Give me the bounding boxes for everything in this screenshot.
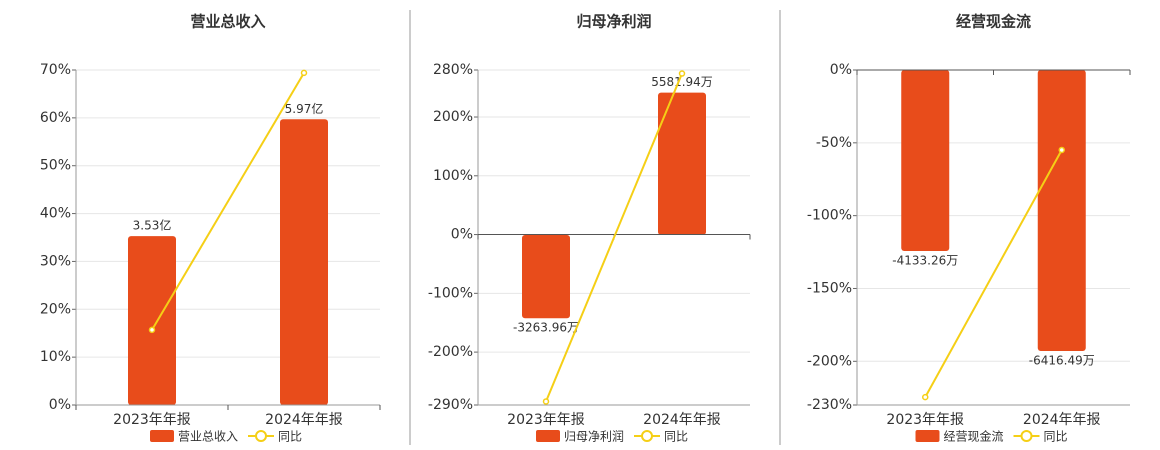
value-label: 5581.94万 <box>651 75 713 89</box>
line-point <box>300 69 308 77</box>
legend-swatch <box>915 430 940 442</box>
y-tick-label: -100% <box>807 208 852 224</box>
y-tick-label: 280% <box>433 62 473 78</box>
y-tick-label: -230% <box>807 397 852 413</box>
value-label: -4133.26万 <box>892 253 958 267</box>
legend-swatch <box>536 430 560 442</box>
y-tick-label: 0% <box>49 397 71 413</box>
x-tick-label: 2023年年报 <box>507 412 585 428</box>
y-tick-label: 40% <box>40 206 71 222</box>
value-label: 5.97亿 <box>285 101 324 116</box>
value-label: 3.53亿 <box>133 218 172 233</box>
value-label: -3263.96万 <box>513 321 579 335</box>
bar <box>280 119 328 406</box>
legend-label: 营业总收入 <box>178 430 238 444</box>
bar <box>901 70 950 251</box>
line-point <box>542 398 550 405</box>
legend-label: 归母净利润 <box>564 430 624 444</box>
legend-label: 同比 <box>278 430 302 444</box>
legend-label: 同比 <box>664 430 688 444</box>
y-tick-label: 0% <box>451 227 473 243</box>
value-label: -6416.49万 <box>1029 353 1095 367</box>
legend-label: 同比 <box>1044 430 1068 444</box>
line-point <box>922 393 929 401</box>
x-tick-label: 2023年年报 <box>113 412 191 428</box>
y-tick-label: 20% <box>40 301 71 317</box>
y-tick-label: 30% <box>40 253 71 269</box>
line-point <box>678 70 686 77</box>
y-tick-label: 60% <box>40 110 71 126</box>
y-tick-label: 0% <box>830 62 852 78</box>
x-tick-label: 2024年年报 <box>265 412 343 428</box>
y-tick-label: -200% <box>807 353 852 369</box>
y-tick-label: 10% <box>40 349 71 365</box>
legend-swatch <box>150 430 174 442</box>
chart-title: 归母净利润 <box>576 13 651 31</box>
legend-swatch <box>1020 430 1033 442</box>
line <box>151 72 305 331</box>
line <box>924 149 1063 398</box>
line-point <box>1058 146 1065 154</box>
y-tick-label: 200% <box>433 109 473 125</box>
y-tick-label: -200% <box>428 344 473 360</box>
legend-label: 经营现金流 <box>944 429 1004 444</box>
x-tick-label: 2024年年报 <box>1023 412 1101 428</box>
bar <box>128 236 176 405</box>
y-tick-label: -50% <box>816 135 852 151</box>
y-tick-label: -290% <box>428 397 473 413</box>
x-tick-label: 2024年年报 <box>643 412 721 428</box>
bar <box>1037 70 1086 351</box>
y-tick-label: -100% <box>428 285 473 301</box>
legend-swatch <box>641 430 653 442</box>
y-tick-label: -150% <box>807 280 852 296</box>
x-tick-label: 2023年年报 <box>886 412 964 428</box>
y-tick-label: 70% <box>40 62 71 78</box>
chart-title: 经营现金流 <box>956 13 1031 31</box>
line-point <box>148 326 156 334</box>
legend-swatch <box>255 430 267 442</box>
line <box>545 73 683 402</box>
bar <box>522 234 570 319</box>
bar <box>658 92 706 235</box>
y-tick-label: 50% <box>40 158 71 174</box>
y-tick-label: 100% <box>433 168 473 184</box>
chart-title: 营业总收入 <box>190 13 265 31</box>
